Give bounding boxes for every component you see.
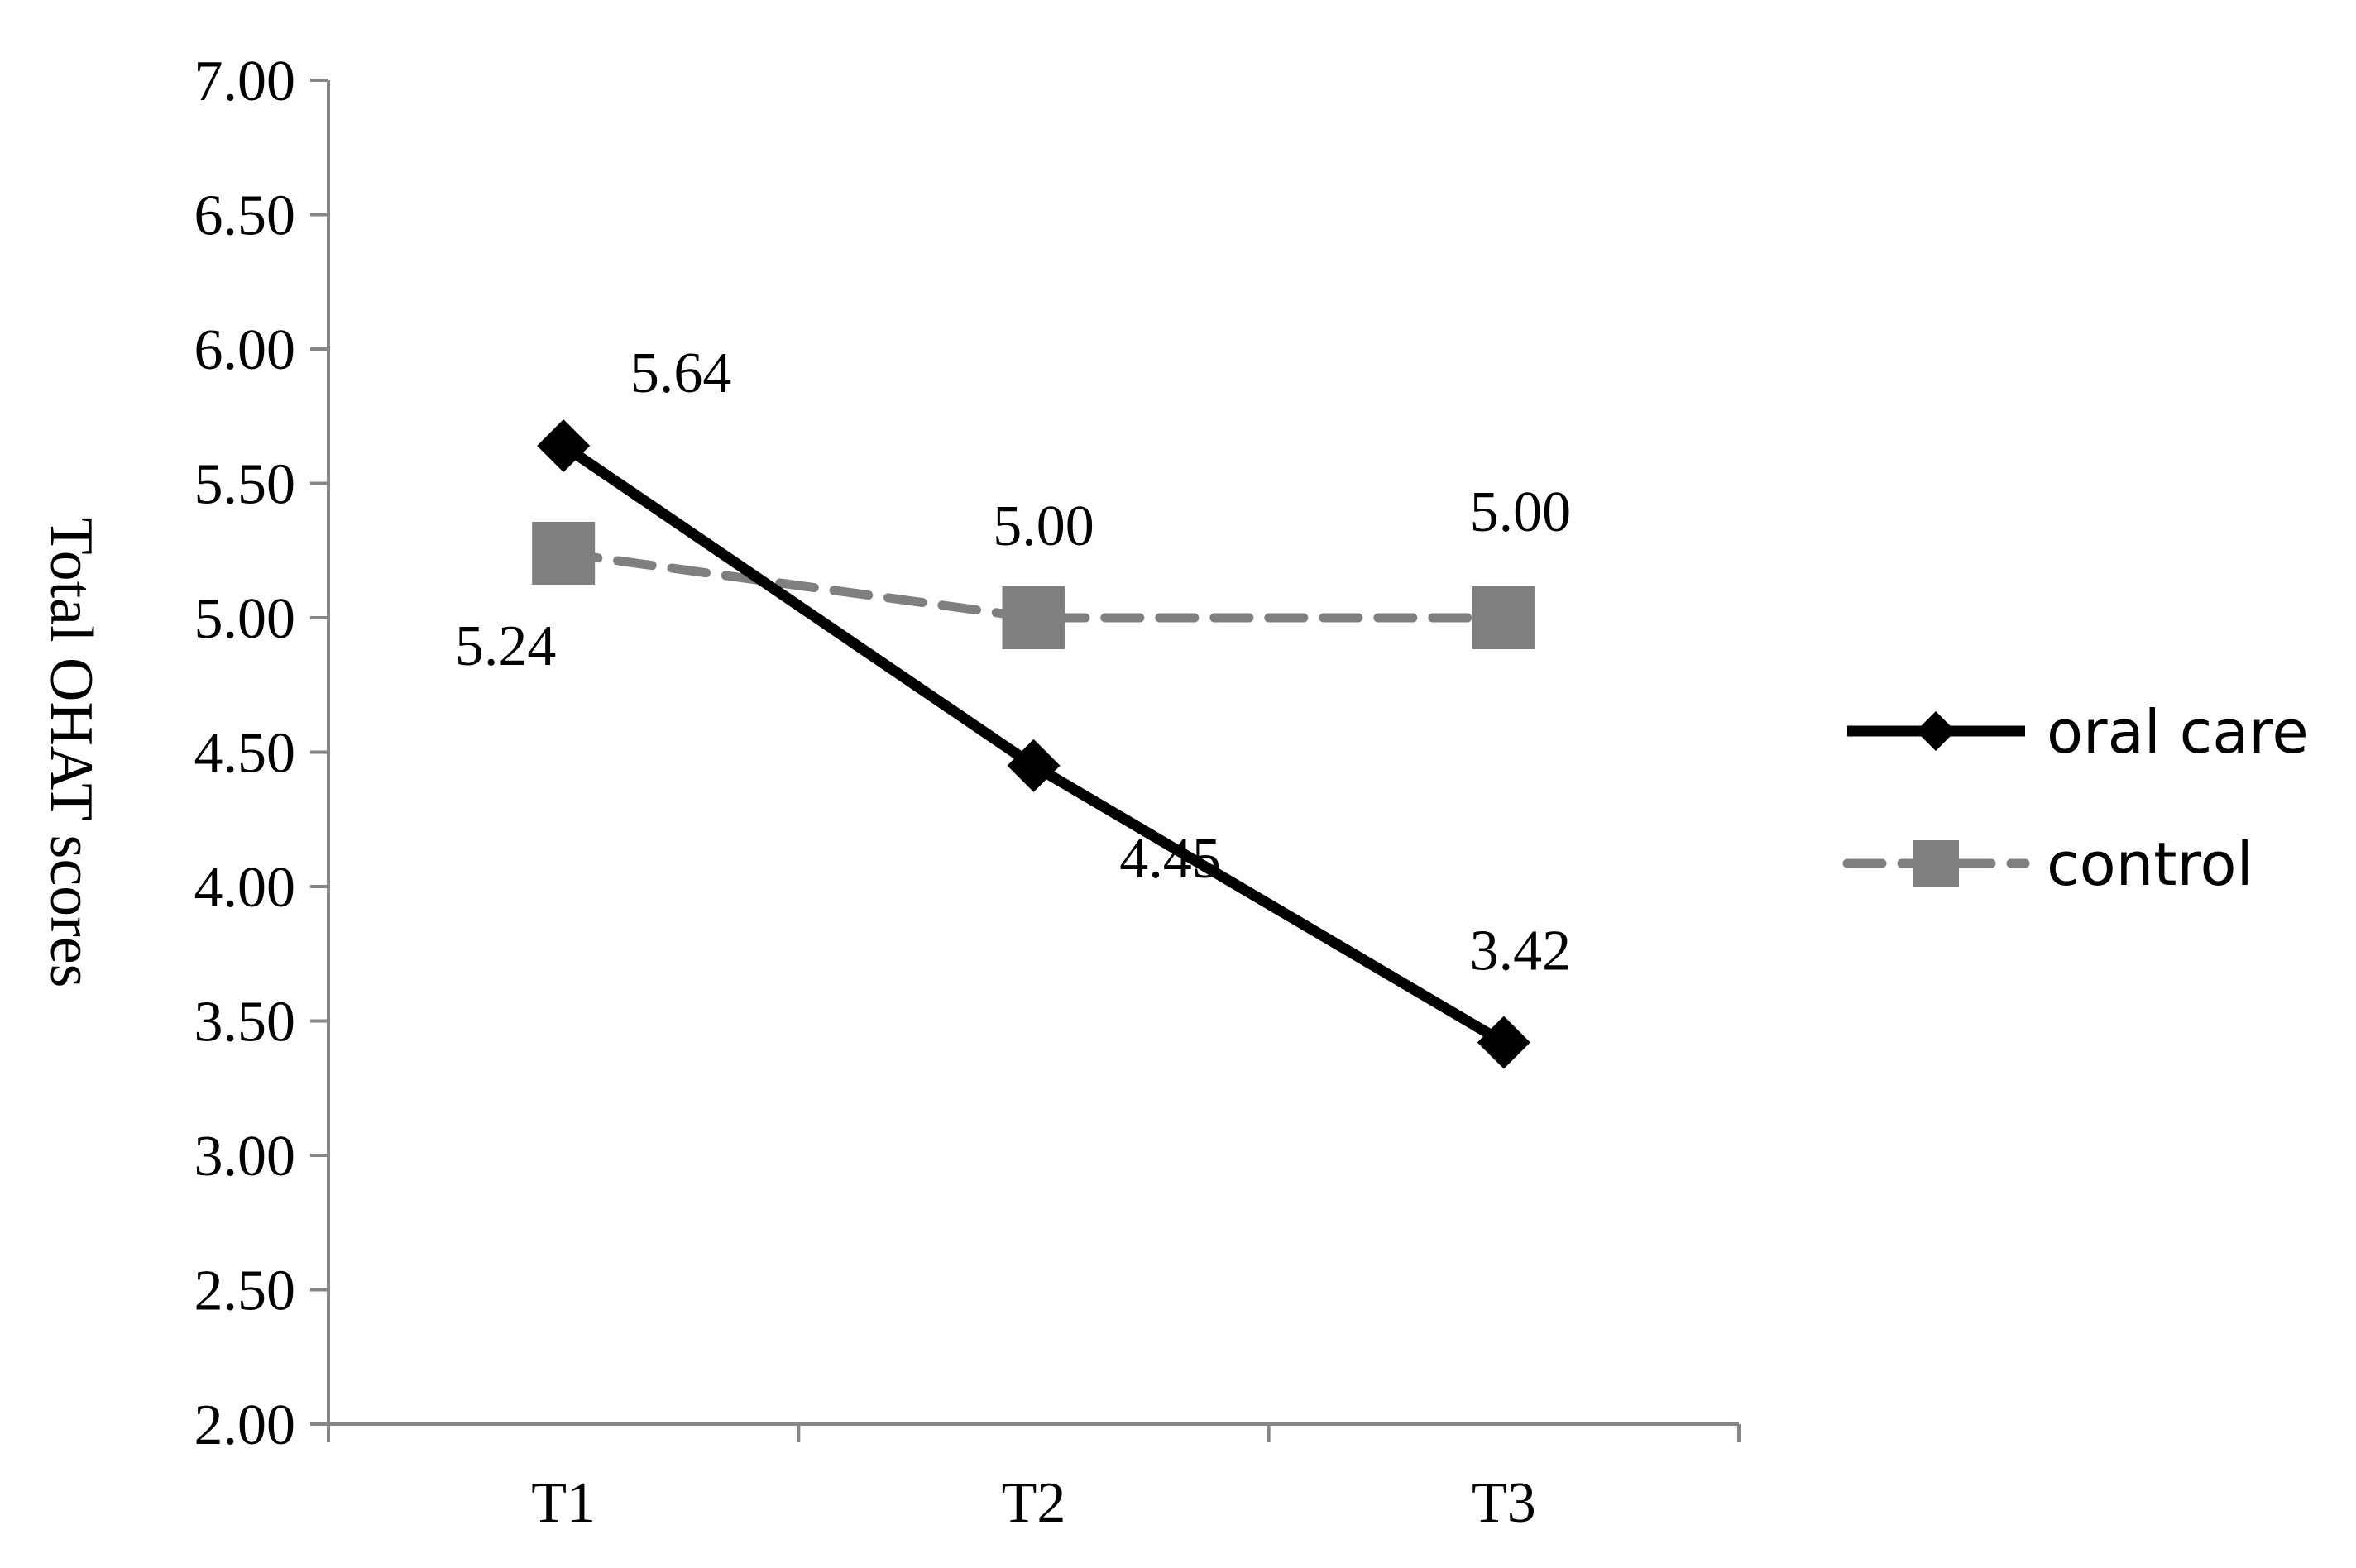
legend-marker-square	[1913, 840, 1959, 887]
series-marker-diamond	[1477, 1016, 1530, 1069]
series-layer	[532, 419, 1535, 1069]
y-tick-label: 6.50	[194, 184, 296, 248]
y-tick-label: 7.00	[194, 50, 296, 113]
legend-label: control	[2047, 829, 2253, 899]
x-tick-label: T2	[1002, 1471, 1066, 1535]
y-tick-label: 2.00	[194, 1394, 296, 1457]
legend: oral care control	[1842, 697, 2309, 899]
data-label: 5.00	[993, 495, 1094, 558]
series-marker-square	[532, 522, 596, 585]
y-tick-label: 4.00	[194, 856, 296, 920]
legend-marker-diamond	[1916, 711, 1956, 751]
series-marker-diamond	[1007, 739, 1061, 792]
series-marker-diamond	[537, 419, 591, 472]
y-axis-ticks: 2.00 2.50 3.00 3.50 4.00 4.50 5.00 5.50 6.00 6.50…	[194, 50, 328, 1457]
data-label: 5.24	[455, 614, 557, 678]
y-tick-label: 3.50	[194, 991, 296, 1054]
data-label: 3.42	[1470, 920, 1572, 983]
y-tick-label: 5.50	[194, 453, 296, 517]
data-labels: 5.64 4.45 3.42 5.24 5.00 5.00	[455, 342, 1571, 983]
y-tick-label: 5.00	[194, 587, 296, 651]
series-marker-square	[1002, 586, 1065, 649]
y-tick-label: 6.00	[194, 318, 296, 382]
y-tick-label: 3.00	[194, 1125, 296, 1188]
data-label: 5.00	[1470, 480, 1572, 544]
legend-label: oral care	[2047, 697, 2309, 767]
y-axis-title: Total OHAT scores	[37, 518, 105, 988]
data-label: 5.64	[630, 342, 732, 405]
data-label: 4.45	[1119, 827, 1221, 891]
y-tick-label: 2.50	[194, 1260, 296, 1323]
x-tick-label: T3	[1472, 1471, 1536, 1535]
y-tick-label: 4.50	[194, 722, 296, 786]
x-axis-ticks: T1 T2 T3	[327, 1424, 1741, 1535]
series-marker-square	[1472, 586, 1535, 649]
x-tick-label: T1	[531, 1471, 596, 1535]
